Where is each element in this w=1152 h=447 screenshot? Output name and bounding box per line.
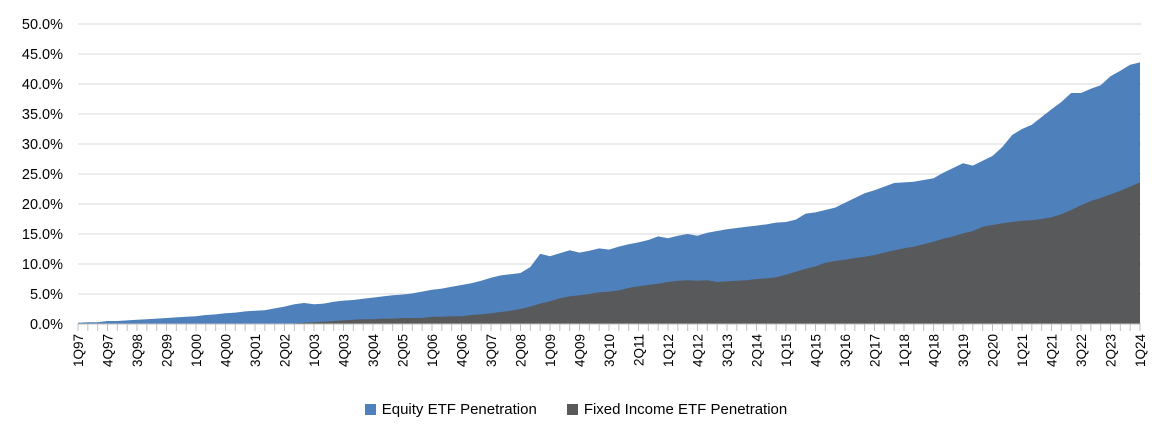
chart-legend: Equity ETF Penetration Fixed Income ETF …: [0, 401, 1152, 418]
y-tick-label: 35.0%: [22, 107, 63, 123]
legend-item-fixed-income[interactable]: Fixed Income ETF Penetration: [566, 401, 788, 418]
x-tick-label: 1Q18: [897, 334, 912, 367]
x-tick-label: 3Q01: [248, 334, 263, 367]
x-tick-label: 3Q98: [130, 334, 145, 367]
legend-label-fixed-income: Fixed Income ETF Penetration: [583, 401, 788, 418]
x-tick-label: 1Q09: [543, 334, 558, 367]
y-axis-labels: 0.0% 5.0% 10.0% 15.0% 20.0% 25.0% 30.0% 35.0% 40…: [22, 17, 63, 333]
x-tick-label: 2Q02: [278, 334, 293, 367]
x-tick-label: 4Q06: [455, 334, 470, 367]
fixed-income-series-swatch-icon: [566, 404, 578, 415]
x-tick-label: 4Q12: [691, 334, 706, 367]
x-tick-label: 4Q15: [809, 334, 824, 367]
x-tick-label: 1Q24: [1133, 334, 1148, 368]
x-tick-label: 2Q17: [868, 334, 883, 367]
y-tick-label: 0.0%: [30, 317, 63, 333]
x-tick-label: 4Q21: [1045, 334, 1060, 367]
y-tick-label: 15.0%: [22, 227, 63, 243]
x-tick-label: 4Q97: [101, 334, 116, 367]
x-tick-label: 4Q00: [219, 334, 234, 367]
x-tick-label: 2Q14: [750, 334, 765, 368]
x-tick-label: 3Q19: [956, 334, 971, 367]
x-tick-label: 2Q20: [986, 334, 1001, 367]
area-chart-canvas: 0.0% 5.0% 10.0% 15.0% 20.0% 25.0% 30.0% 35.0% 40…: [22, 17, 1148, 368]
x-tick-label: 1Q03: [307, 334, 322, 367]
x-tick-label: 2Q99: [160, 334, 175, 367]
y-tick-label: 30.0%: [22, 137, 63, 153]
y-tick-label: 40.0%: [22, 77, 63, 93]
legend-item-equity[interactable]: Equity ETF Penetration: [364, 401, 537, 418]
fixed-income-area[interactable]: [78, 182, 1140, 324]
x-tick-label: 1Q00: [189, 334, 204, 367]
x-tick-label: 1Q06: [425, 334, 440, 367]
gridlines: [78, 23, 1141, 325]
x-tick-label: 3Q22: [1074, 334, 1089, 367]
equity-series-swatch-icon: [364, 404, 376, 415]
x-tick-label: 2Q11: [632, 334, 647, 366]
y-tick-label: 45.0%: [22, 47, 63, 63]
y-tick-label: 20.0%: [22, 197, 63, 213]
x-tick-label: 1Q15: [779, 334, 794, 367]
x-axis-labels: 1Q97 4Q97 3Q98 2Q99 1Q00 4Q00 3Q01 2Q02 1Q03 4Q03…: [71, 334, 1148, 368]
x-tick-label: 2Q08: [514, 334, 529, 367]
x-tick-label: 4Q03: [337, 334, 352, 367]
x-tick-label: 3Q16: [838, 334, 853, 367]
x-tick-label: 3Q07: [484, 334, 499, 367]
x-tick-label: 2Q23: [1104, 334, 1119, 367]
x-tick-label: 4Q09: [573, 334, 588, 367]
x-tick-label: 3Q13: [720, 334, 735, 367]
y-tick-label: 5.0%: [30, 287, 63, 303]
x-tick-label: 4Q18: [927, 334, 942, 367]
y-tick-label: 10.0%: [22, 257, 63, 273]
x-tick-label: 3Q10: [602, 334, 617, 367]
x-tick-label: 1Q12: [661, 334, 676, 367]
x-axis-ticks: [77, 324, 1141, 331]
y-tick-label: 25.0%: [22, 167, 63, 183]
x-tick-label: 1Q21: [1015, 334, 1030, 367]
x-tick-label: 1Q97: [71, 334, 86, 367]
y-tick-label: 50.0%: [22, 17, 63, 33]
x-tick-label: 3Q04: [366, 334, 381, 368]
legend-label-equity: Equity ETF Penetration: [381, 401, 537, 418]
x-tick-label: 2Q05: [396, 334, 411, 367]
